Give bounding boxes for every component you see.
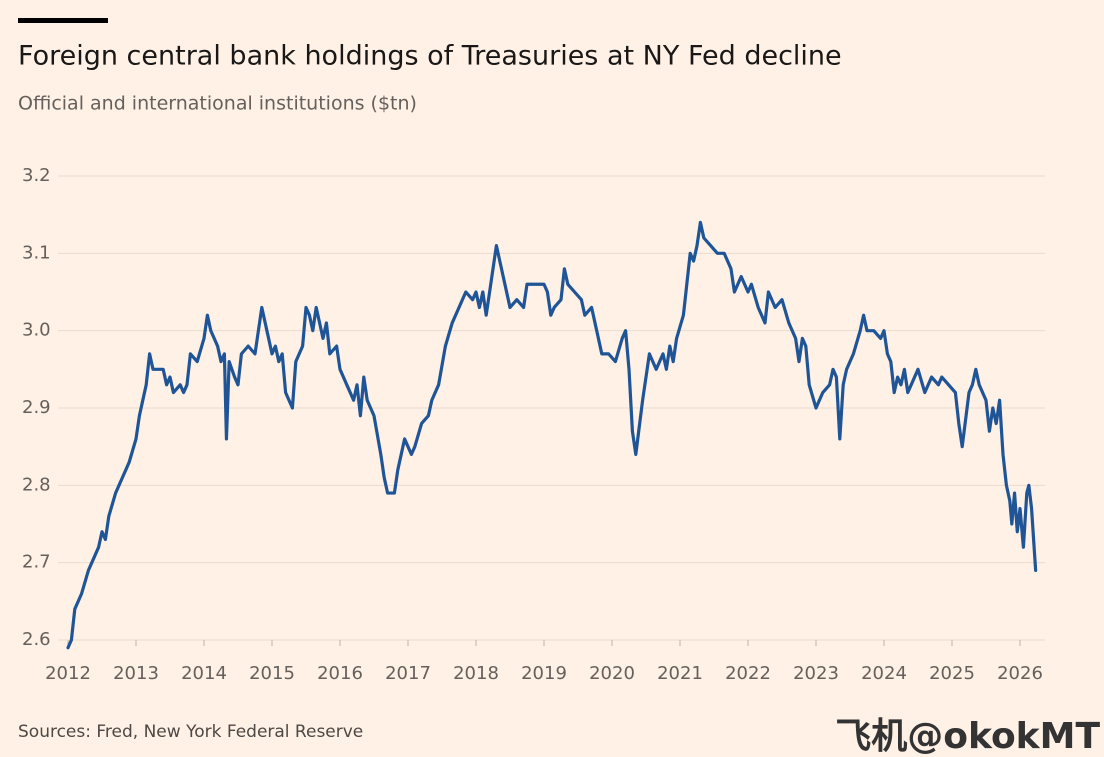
- x-tick-label: 2023: [793, 663, 839, 684]
- title-bar: [18, 18, 108, 23]
- x-tick-label: 2026: [997, 663, 1043, 684]
- chart-subtitle: Official and international institutions …: [18, 93, 417, 115]
- chart-title: Foreign central bank holdings of Treasur…: [18, 41, 842, 72]
- y-tick-label: 3.0: [22, 320, 51, 341]
- x-tick-label: 2012: [45, 663, 91, 684]
- x-tick-label: 2017: [385, 663, 431, 684]
- data-line: [66, 220, 1038, 650]
- y-tick-label: 3.2: [22, 165, 51, 186]
- x-tick-label: 2022: [725, 663, 771, 684]
- y-tick-label: 2.6: [22, 629, 51, 650]
- x-tick-label: 2013: [113, 663, 159, 684]
- y-tick-label: 2.9: [22, 397, 51, 418]
- y-tick-label: 3.1: [22, 242, 51, 263]
- x-tick-label: 2024: [861, 663, 907, 684]
- x-tick-label: 2021: [657, 663, 703, 684]
- x-tick-label: 2016: [317, 663, 363, 684]
- watermark: 飞机@okokMT: [835, 716, 1100, 757]
- x-tick-label: 2015: [249, 663, 295, 684]
- y-tick-label: 2.7: [22, 552, 51, 573]
- x-tick-label: 2018: [453, 663, 499, 684]
- x-tick-label: 2014: [181, 663, 227, 684]
- y-tick-label: 2.8: [22, 474, 51, 495]
- source: Sources: Fred, New York Federal Reserve: [18, 722, 363, 742]
- x-tick-label: 2019: [521, 663, 567, 684]
- x-tick-label: 2020: [589, 663, 635, 684]
- x-tick-label: 2025: [929, 663, 975, 684]
